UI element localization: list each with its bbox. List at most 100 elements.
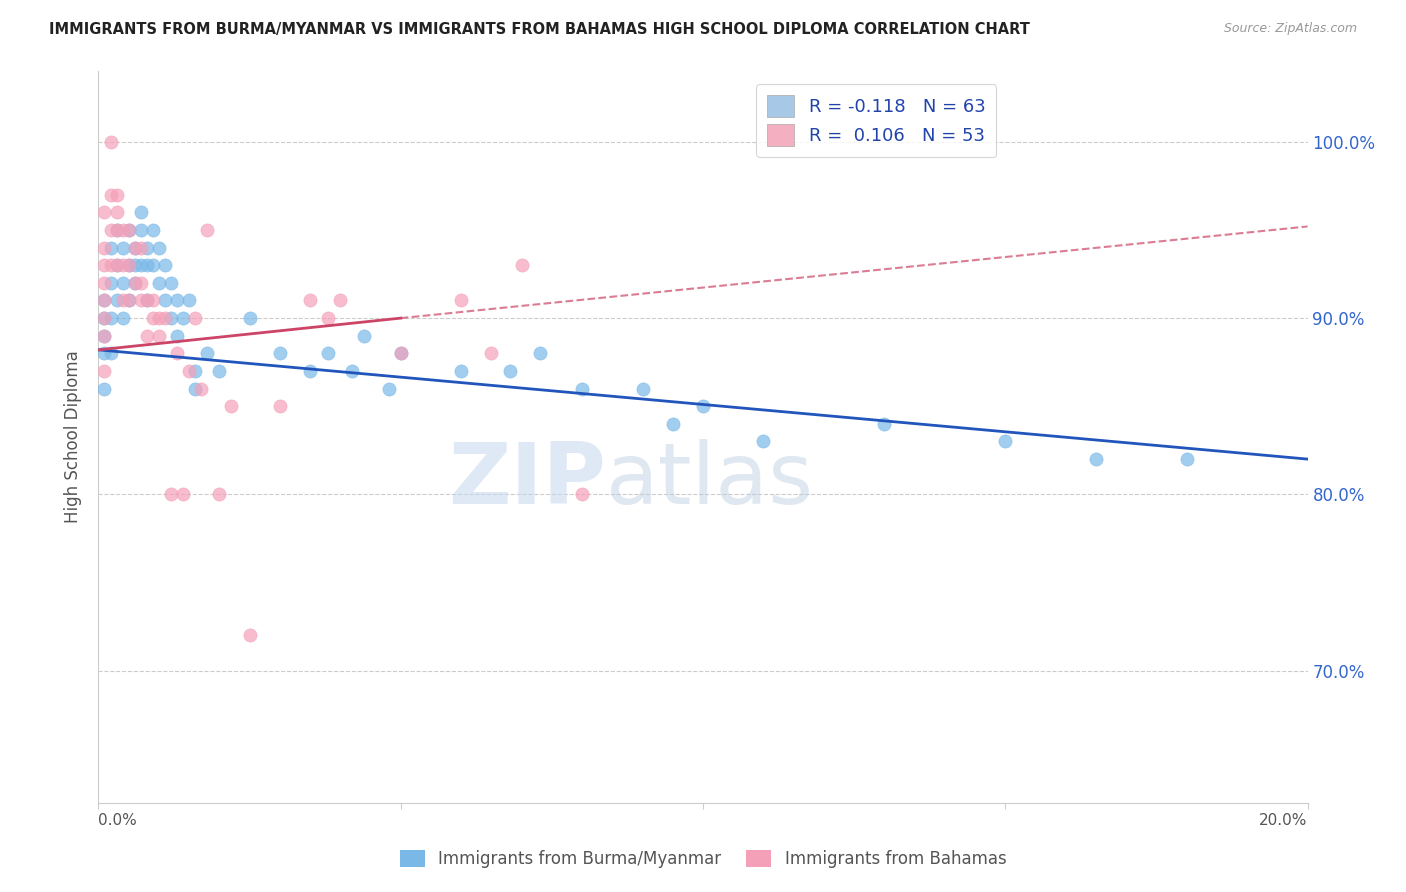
Point [135,258,157,272]
Point [571,382,593,396]
Point [105,293,128,308]
Point [166,293,188,308]
Point [93,258,115,272]
Point [135,328,157,343]
Point [153,293,176,308]
Point [269,399,291,413]
Point [111,311,134,326]
Point [329,293,352,308]
Point [299,293,322,308]
Point [100,187,122,202]
Point [450,293,472,308]
Point [93,328,115,343]
Point [195,346,218,360]
Point [118,293,141,308]
Point [316,346,339,360]
Point [135,293,157,308]
Point [124,241,146,255]
Point [994,434,1017,449]
Point [153,258,176,272]
Point [124,241,146,255]
Point [1085,452,1108,467]
Point [179,293,201,308]
Point [208,487,231,501]
Point [269,346,291,360]
Point [179,364,201,378]
Point [571,487,593,501]
Point [184,382,207,396]
Point [148,276,170,290]
Point [135,241,157,255]
Text: Source: ZipAtlas.com: Source: ZipAtlas.com [1223,22,1357,36]
Point [118,258,141,272]
Point [93,382,115,396]
Point [100,346,122,360]
Legend: Immigrants from Burma/Myanmar, Immigrants from Bahamas: Immigrants from Burma/Myanmar, Immigrant… [394,843,1012,875]
Point [105,258,128,272]
Point [93,241,115,255]
Point [100,241,122,255]
Point [129,258,152,272]
Point [172,311,194,326]
Point [135,293,157,308]
Point [93,293,115,308]
Point [124,276,146,290]
Point [529,346,551,360]
Point [498,364,520,378]
Point [166,346,188,360]
Point [111,276,134,290]
Point [100,223,122,237]
Point [195,223,218,237]
Point [142,223,165,237]
Text: 0.0%: 0.0% [98,814,138,829]
Point [389,346,412,360]
Point [160,276,183,290]
Point [93,276,115,290]
Point [184,311,207,326]
Point [221,399,243,413]
Point [208,364,231,378]
Point [129,205,152,219]
Point [124,258,146,272]
Point [692,399,714,413]
Point [118,223,141,237]
Point [450,364,472,378]
Point [105,223,128,237]
Point [153,311,176,326]
Point [172,487,194,501]
Point [100,276,122,290]
Point [160,487,183,501]
Point [124,276,146,290]
Point [118,223,141,237]
Point [1175,452,1198,467]
Point [100,258,122,272]
Point [510,258,533,272]
Point [129,241,152,255]
Point [118,258,141,272]
Text: ZIP: ZIP [449,440,606,523]
Point [105,223,128,237]
Point [111,293,134,308]
Text: IMMIGRANTS FROM BURMA/MYANMAR VS IMMIGRANTS FROM BAHAMAS HIGH SCHOOL DIPLOMA COR: IMMIGRANTS FROM BURMA/MYANMAR VS IMMIGRA… [49,22,1031,37]
Point [661,417,683,431]
Point [93,293,115,308]
Point [100,135,122,149]
Point [93,205,115,219]
Point [481,346,503,360]
Point [105,187,128,202]
Point [316,311,339,326]
Text: atlas: atlas [606,440,814,523]
Point [118,293,141,308]
Legend: R = -0.118   N = 63, R =  0.106   N = 53: R = -0.118 N = 63, R = 0.106 N = 53 [756,84,997,157]
Point [100,311,122,326]
Y-axis label: High School Diploma: High School Diploma [65,351,83,524]
Point [142,258,165,272]
Point [93,346,115,360]
Point [389,346,412,360]
Point [129,293,152,308]
Point [129,223,152,237]
Point [148,311,170,326]
Point [184,364,207,378]
Point [299,364,322,378]
Point [142,293,165,308]
